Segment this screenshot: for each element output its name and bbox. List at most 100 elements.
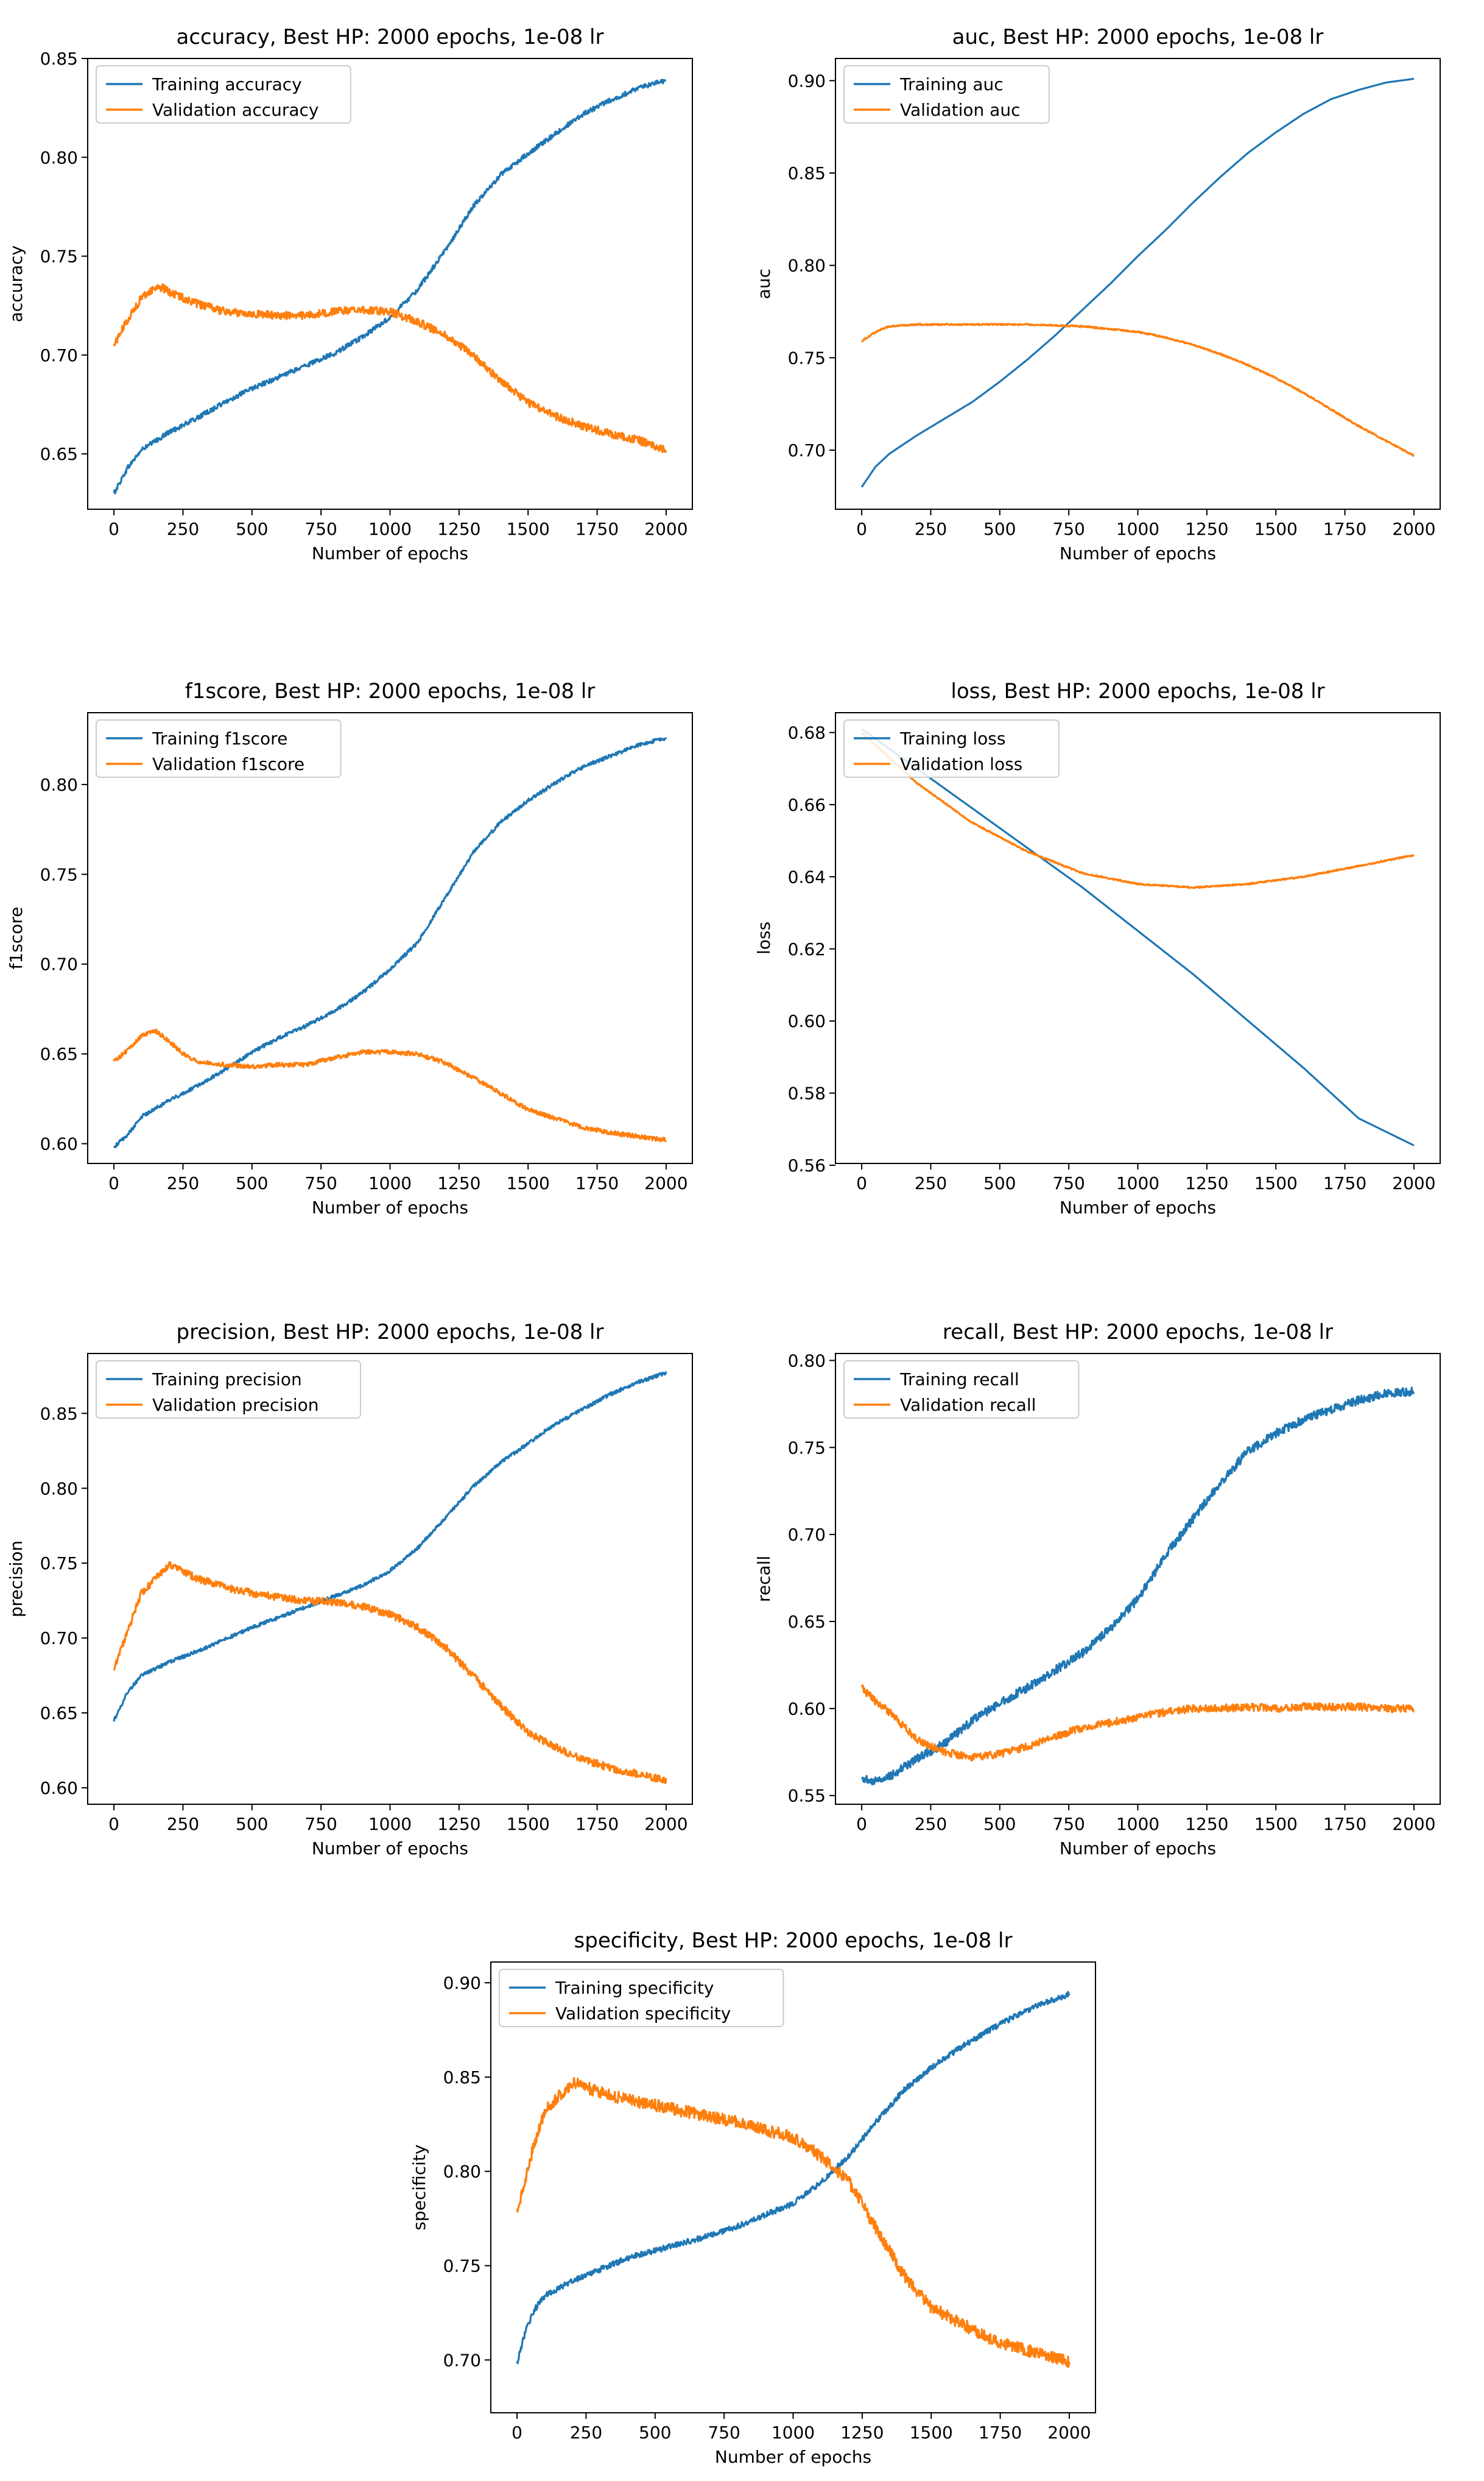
y-tick-label: 0.75: [40, 247, 78, 267]
legend-entry: Training precision: [152, 1369, 302, 1389]
legend: Training loss Validation loss: [843, 719, 1060, 778]
y-tick-label: 0.62: [788, 939, 826, 959]
y-tick-label: 0.75: [40, 864, 78, 884]
legend: Training specificity Validation specifici…: [499, 1969, 784, 2027]
axes-frame: [835, 58, 1441, 510]
x-tick-label: 1750: [1323, 1814, 1366, 1834]
series-lines: [516, 1991, 1071, 2368]
x-tick-label: 1500: [507, 519, 550, 539]
x-tick-label: 1500: [507, 1814, 550, 1834]
axes-frame: [87, 58, 693, 510]
series-line-training: [113, 737, 667, 1149]
y-tick-label: 0.75: [443, 2256, 481, 2276]
x-tick-label: 1750: [575, 1814, 619, 1834]
chart-title: recall, Best HP: 2000 epochs, 1e-08 lr: [943, 1320, 1333, 1344]
legend: Training f1score Validation f1score: [96, 719, 342, 778]
legend-entry: Validation loss: [900, 754, 1022, 774]
legend-frame: [843, 1360, 1080, 1419]
x-tick-label: 1250: [1185, 1173, 1228, 1193]
y-tick-label: 0.56: [788, 1156, 826, 1176]
series-lines: [860, 77, 1415, 488]
legend-entry: Training specificity: [555, 1978, 714, 1998]
chart-title: loss, Best HP: 2000 epochs, 1e-08 lr: [951, 679, 1324, 704]
y-axis-label: specificity: [409, 2144, 429, 2230]
x-tick-label: 1750: [979, 2423, 1022, 2443]
x-tick-label: 750: [304, 1814, 337, 1834]
legend-frame: [96, 719, 342, 778]
x-tick-label: 0: [856, 1814, 867, 1834]
legend-entry: Training loss: [899, 729, 1005, 749]
y-axis-label: loss: [754, 922, 774, 955]
x-axis-label: Number of epochs: [312, 1838, 468, 1858]
legend-entry: Training f1score: [152, 729, 287, 749]
series-line-validation: [860, 1684, 1415, 1762]
x-tick-label: 1000: [1116, 519, 1159, 539]
x-tick-label: 250: [570, 2423, 602, 2443]
x-tick-label: 250: [915, 1173, 947, 1193]
x-tick-label: 250: [167, 1173, 199, 1193]
x-tick-label: 2000: [1392, 1814, 1435, 1834]
y-tick-label: 0.75: [40, 1553, 78, 1573]
legend-entry: Validation auc: [900, 100, 1020, 120]
y-axis-label: precision: [6, 1540, 26, 1617]
y-tick-label: 0.75: [788, 348, 826, 368]
series-line-training: [861, 728, 1415, 1146]
x-tick-label: 2000: [1047, 2423, 1091, 2443]
y-tick-label: 0.70: [788, 1525, 826, 1545]
chart-panel-precision: precision, Best HP: 2000 epochs, 1e-08 l…: [6, 1320, 693, 1858]
axes-frame: [835, 1353, 1441, 1805]
x-tick-label: 1250: [437, 1814, 480, 1834]
y-axis-label: auc: [754, 269, 774, 299]
x-tick-label: 500: [236, 1173, 268, 1193]
chart-title: accuracy, Best HP: 2000 epochs, 1e-08 lr: [177, 25, 604, 49]
y-tick-label: 0.65: [40, 1703, 78, 1723]
x-tick-label: 1750: [1323, 1173, 1366, 1193]
x-tick-label: 1000: [772, 2423, 815, 2443]
x-tick-label: 1250: [1185, 1814, 1228, 1834]
chart-title: f1score, Best HP: 2000 epochs, 1e-08 lr: [185, 679, 596, 704]
y-tick-label: 0.55: [788, 1786, 826, 1806]
x-axis-label: Number of epochs: [715, 2447, 871, 2467]
y-tick-label: 0.80: [40, 775, 78, 795]
y-tick-label: 0.80: [40, 147, 78, 168]
x-tick-label: 750: [304, 1173, 337, 1193]
legend-entry: Validation precision: [152, 1395, 318, 1415]
x-tick-label: 0: [108, 1173, 119, 1193]
x-tick-label: 2000: [1392, 519, 1435, 539]
chart-panel-specificity: specificity, Best HP: 2000 epochs, 1e-08…: [409, 1929, 1096, 2467]
legend-frame: [96, 1360, 361, 1419]
legend-frame: [843, 65, 1050, 124]
chart-panel-auc: auc, Best HP: 2000 epochs, 1e-08 lr 0 250 5…: [754, 25, 1441, 563]
x-axis-label: Number of epochs: [1060, 1198, 1216, 1218]
chart-panel-f1score: f1score, Best HP: 2000 epochs, 1e-08 lr 0…: [6, 679, 693, 1218]
legend-frame: [843, 719, 1060, 778]
legend-entry: Training accuracy: [152, 74, 302, 94]
x-tick-label: 250: [915, 519, 947, 539]
x-tick-label: 750: [708, 2423, 740, 2443]
x-tick-label: 1000: [1116, 1814, 1159, 1834]
x-tick-label: 1750: [1323, 519, 1366, 539]
series-line-training: [860, 1386, 1415, 1785]
y-axis-label: accuracy: [6, 245, 26, 322]
legend-entry: Training auc: [899, 74, 1004, 94]
x-tick-label: 250: [167, 519, 199, 539]
y-axis-label: recall: [754, 1556, 774, 1602]
chart-panel-recall: recall, Best HP: 2000 epochs, 1e-08 lr 0 2…: [754, 1320, 1441, 1858]
series-lines: [860, 728, 1415, 1146]
y-tick-label: 0.90: [443, 1973, 481, 1993]
x-tick-label: 1500: [1254, 1173, 1298, 1193]
legend-entry: Validation accuracy: [152, 100, 319, 120]
x-tick-label: 750: [1052, 1814, 1085, 1834]
x-tick-label: 0: [856, 1173, 867, 1193]
series-line-validation: [860, 732, 1415, 889]
x-tick-label: 500: [983, 1814, 1016, 1834]
x-tick-label: 500: [236, 519, 268, 539]
y-tick-label: 0.80: [788, 256, 826, 276]
y-tick-label: 0.85: [443, 2067, 481, 2087]
series-lines: [113, 737, 667, 1149]
legend: Training auc Validation auc: [843, 65, 1050, 124]
chart-title: precision, Best HP: 2000 epochs, 1e-08 l…: [177, 1320, 604, 1344]
y-tick-label: 0.85: [40, 49, 78, 69]
y-tick-label: 0.70: [40, 955, 78, 975]
